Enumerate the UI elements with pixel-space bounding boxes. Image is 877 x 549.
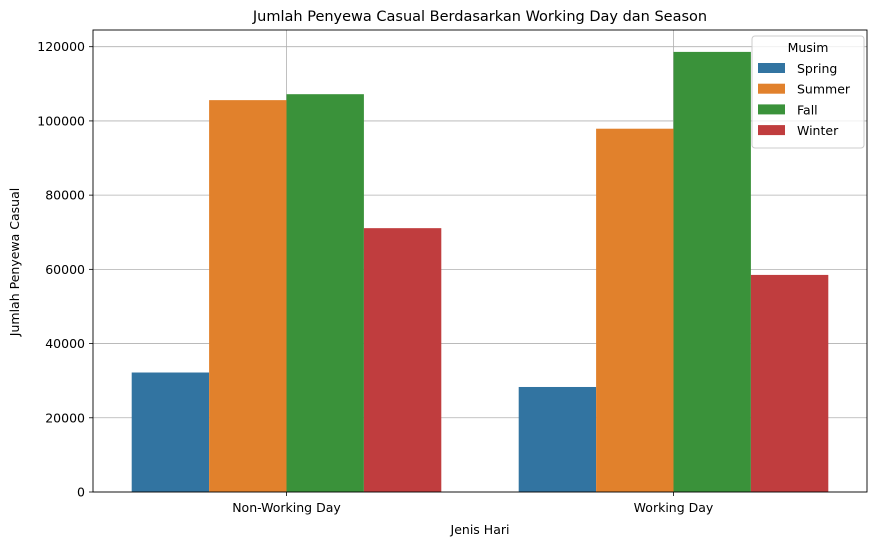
bar-winter-1 xyxy=(750,274,829,492)
legend-swatch-winter xyxy=(758,125,785,136)
y-tick-label: 120000 xyxy=(37,39,85,54)
bar-fall-1 xyxy=(673,51,751,492)
bar-spring-0 xyxy=(131,372,210,492)
legend-title: Musim xyxy=(788,40,829,55)
y-tick-label: 60000 xyxy=(45,262,85,277)
bar-spring-1 xyxy=(518,386,597,492)
x-tick-label: Working Day xyxy=(634,500,714,515)
axes: 0 20000 40000 60000 80000 100000 120000 Non-Wor… xyxy=(37,29,868,515)
chart-title: Jumlah Penyewa Casual Berdasarkan Workin… xyxy=(252,9,707,25)
y-tick-label: 20000 xyxy=(45,410,85,425)
plot-frame xyxy=(92,29,868,493)
legend-label-fall: Fall xyxy=(797,102,818,117)
bar-summer-1 xyxy=(596,128,674,492)
x-tick-label: Non-Working Day xyxy=(232,500,341,515)
bar-winter-0 xyxy=(363,228,442,492)
legend-swatch-spring xyxy=(758,63,785,73)
y-tick-label: 40000 xyxy=(45,336,85,351)
y-tick-label: 100000 xyxy=(37,113,85,128)
y-tick-label: 0 xyxy=(77,485,85,500)
legend-swatch-summer xyxy=(758,83,785,94)
legend-label-spring: Spring xyxy=(797,61,837,76)
bar-fall-0 xyxy=(286,94,364,492)
legend: Musim Spring Summer Fall Winter xyxy=(751,35,865,149)
y-tick-label: 80000 xyxy=(45,188,85,203)
x-axis-label: Jenis Hari xyxy=(450,522,510,537)
legend-label-winter: Winter xyxy=(797,123,839,138)
legend-swatch-fall xyxy=(758,104,785,115)
bar-summer-0 xyxy=(209,100,287,492)
legend-label-summer: Summer xyxy=(797,82,851,97)
y-axis-label: Jumlah Penyewa Casual xyxy=(7,188,22,337)
bars xyxy=(131,51,829,492)
